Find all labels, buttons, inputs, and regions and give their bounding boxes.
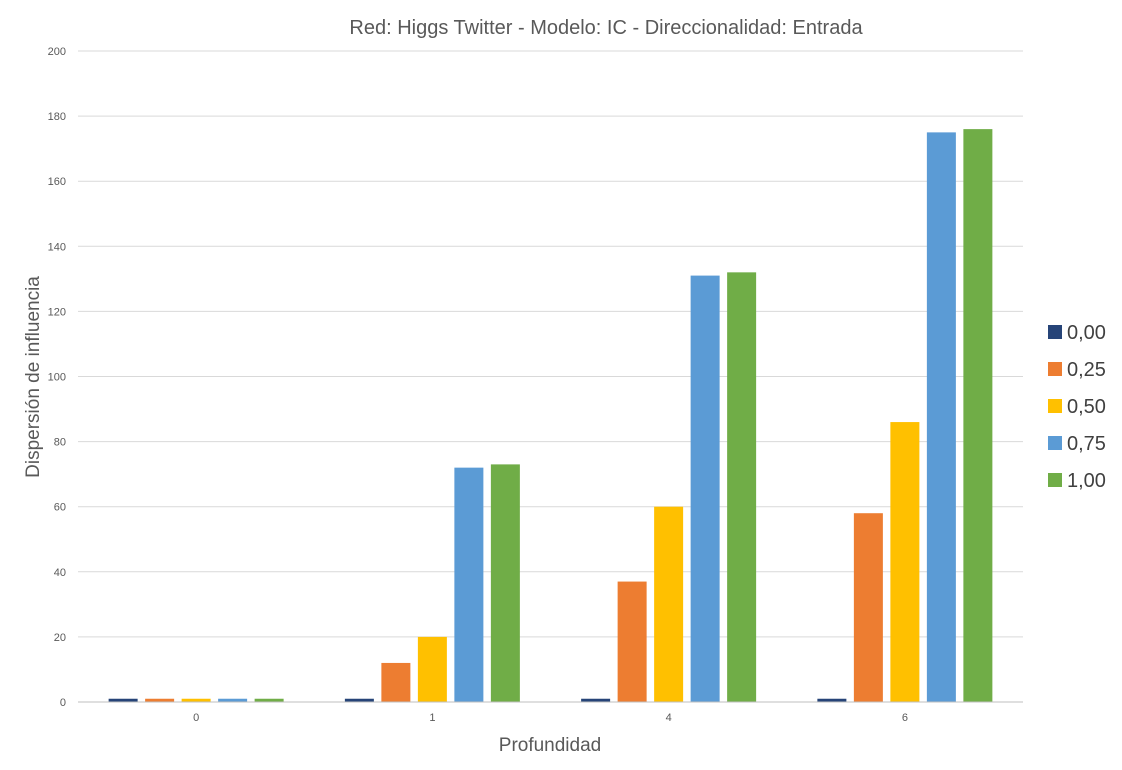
y-tick-label: 100 <box>48 372 66 384</box>
y-tick-label: 120 <box>48 306 66 318</box>
legend-label: 0,50 <box>1067 396 1106 418</box>
bar <box>181 698 211 702</box>
bar <box>926 132 956 702</box>
x-axis-ticks: 0 1 4 6 <box>193 712 908 724</box>
y-tick-label: 80 <box>54 437 66 449</box>
bar <box>344 698 374 702</box>
legend-swatch <box>1048 325 1062 339</box>
legend-label: 0,75 <box>1067 433 1106 455</box>
bar <box>108 698 138 702</box>
legend-swatch <box>1048 399 1062 413</box>
bar <box>145 698 175 702</box>
legend-label: 0,00 <box>1067 322 1106 344</box>
bar <box>218 698 248 702</box>
chart-title: Red: Higgs Twitter - Modelo: IC - Direcc… <box>349 17 863 39</box>
y-tick-label: 40 <box>54 567 66 579</box>
y-tick-label: 200 <box>48 46 66 58</box>
bar <box>454 467 484 702</box>
bar <box>853 513 883 702</box>
legend: 0,00 0,25 0,50 0,75 1,00 <box>1048 322 1106 492</box>
bar <box>490 464 520 702</box>
bar <box>654 506 684 702</box>
bar <box>890 422 920 702</box>
y-tick-label: 180 <box>48 111 66 123</box>
x-tick-label: 4 <box>666 712 672 724</box>
y-axis-ticks: 0 20 40 60 80 100 120 140 160 180 200 <box>48 46 66 709</box>
bar <box>417 636 447 702</box>
bar <box>690 275 720 702</box>
legend-swatch <box>1048 436 1062 450</box>
x-tick-label: 1 <box>429 712 435 724</box>
bar <box>617 581 647 702</box>
bar <box>963 129 993 702</box>
y-tick-label: 140 <box>48 241 66 253</box>
y-tick-label: 60 <box>54 502 66 514</box>
x-tick-label: 6 <box>902 712 908 724</box>
bars <box>108 129 993 702</box>
x-tick-label: 0 <box>193 712 199 724</box>
bar <box>581 698 611 702</box>
legend-swatch <box>1048 362 1062 376</box>
bar <box>817 698 847 702</box>
y-tick-label: 160 <box>48 176 66 188</box>
bar <box>727 272 757 702</box>
bar <box>254 698 284 702</box>
legend-swatch <box>1048 473 1062 487</box>
y-tick-label: 0 <box>60 697 66 709</box>
bar <box>381 662 411 702</box>
legend-label: 0,25 <box>1067 359 1106 381</box>
gridlines <box>78 50 1023 638</box>
legend-label: 1,00 <box>1067 470 1106 492</box>
y-tick-label: 20 <box>54 632 66 644</box>
x-axis-title: Profundidad <box>499 735 601 756</box>
y-axis-title: Dispersión de influencia <box>23 276 44 478</box>
